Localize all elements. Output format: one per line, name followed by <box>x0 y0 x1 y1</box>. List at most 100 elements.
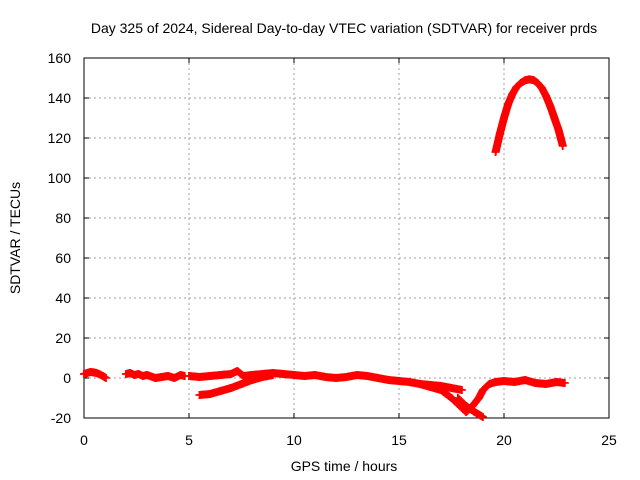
data-point <box>504 100 513 108</box>
data-point <box>531 379 540 387</box>
x-tick-label: 0 <box>80 432 88 448</box>
data-point <box>453 394 462 402</box>
data-point <box>521 376 529 384</box>
data-point <box>550 114 559 122</box>
data-point <box>437 386 445 394</box>
data-point <box>206 390 214 398</box>
data-point <box>353 371 361 379</box>
data-point <box>552 378 561 386</box>
data-point <box>258 373 267 381</box>
data-point <box>279 370 288 378</box>
y-tick-label: 140 <box>48 90 72 106</box>
data-point <box>395 377 403 385</box>
data-layer <box>80 75 569 421</box>
data-point <box>462 402 471 410</box>
data-point <box>216 371 225 379</box>
y-tick-label: 0 <box>63 370 71 386</box>
data-point <box>512 83 521 91</box>
chart-title: Day 325 of 2024, Sidereal Day-to-day VTE… <box>91 20 597 36</box>
data-point <box>122 370 130 378</box>
x-tick-label: 20 <box>496 432 512 448</box>
data-point <box>233 367 242 375</box>
data-point <box>500 114 508 122</box>
series-early-morning <box>80 368 111 382</box>
data-point <box>248 376 256 384</box>
data-point <box>237 380 246 388</box>
data-point <box>332 374 340 382</box>
data-point <box>195 373 204 381</box>
data-point <box>542 380 550 388</box>
data-point <box>269 371 277 379</box>
data-point <box>206 372 214 380</box>
data-point <box>560 379 569 387</box>
tick-layer: 0 5 10 15 20 25 -20 0 20 40 60 80 100 120 140 160 <box>48 50 617 448</box>
y-tick-label: 60 <box>55 250 71 266</box>
data-point <box>485 380 494 388</box>
data-point <box>416 380 424 388</box>
data-point <box>300 372 309 380</box>
y-tick-label: 160 <box>48 50 72 66</box>
data-point <box>479 386 487 394</box>
data-point <box>170 374 179 382</box>
data-point <box>491 148 500 156</box>
data-point <box>195 391 204 399</box>
data-point <box>138 372 147 380</box>
data-point <box>151 374 160 382</box>
data-point <box>134 370 143 378</box>
data-point <box>102 374 111 382</box>
data-point <box>521 76 529 85</box>
y-tick-label: 120 <box>48 130 72 146</box>
x-tick-label: 25 <box>601 432 617 448</box>
data-point <box>479 413 487 421</box>
y-tick-label: 100 <box>48 170 72 186</box>
data-point <box>516 79 525 87</box>
y-axis-label: SDTVAR / TECUs <box>7 182 23 294</box>
data-point <box>143 371 151 379</box>
data-point <box>185 372 193 380</box>
data-point <box>470 408 479 416</box>
series-high-arc <box>491 75 567 156</box>
data-point <box>239 372 248 380</box>
data-point <box>510 378 519 386</box>
data-point <box>458 386 466 394</box>
series-rising-arc <box>195 371 277 399</box>
series-sparse-morning <box>122 369 189 382</box>
data-point <box>374 374 382 382</box>
data-point <box>542 92 550 100</box>
data-point <box>554 126 563 134</box>
data-point <box>164 372 172 380</box>
y-tick-label: 40 <box>55 290 71 306</box>
data-point <box>321 373 330 381</box>
data-point <box>500 377 508 385</box>
y-tick-label: -20 <box>51 410 71 426</box>
data-point <box>216 387 225 395</box>
data-point <box>405 378 414 386</box>
data-point <box>558 142 567 150</box>
series-evening-descent <box>453 394 487 421</box>
data-point <box>157 373 166 381</box>
data-point <box>311 371 319 379</box>
data-point <box>176 371 185 379</box>
data-point <box>537 84 546 92</box>
data-point <box>529 76 538 84</box>
data-point <box>495 130 504 138</box>
data-point <box>447 384 456 392</box>
plot-frame <box>83 57 610 419</box>
data-point <box>130 371 139 379</box>
data-point <box>426 383 435 391</box>
x-tick-label: 15 <box>391 432 407 448</box>
data-point <box>508 90 517 98</box>
data-point <box>126 369 135 377</box>
data-point <box>227 384 235 392</box>
x-axis-label: GPS time / hours <box>291 458 398 474</box>
y-tick-label: 80 <box>55 210 71 226</box>
data-point <box>474 394 483 402</box>
grid-layer <box>84 58 609 418</box>
x-tick-label: 5 <box>185 432 193 448</box>
data-point <box>290 371 298 379</box>
data-point <box>491 378 500 386</box>
data-point <box>546 102 555 110</box>
x-tick-label: 10 <box>286 432 302 448</box>
y-tick-label: 20 <box>55 330 71 346</box>
